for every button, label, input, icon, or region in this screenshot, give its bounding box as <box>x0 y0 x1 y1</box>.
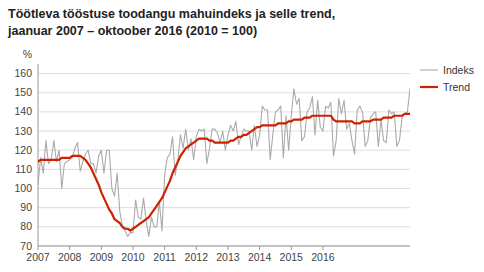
y-tick-label: 130 <box>14 125 32 137</box>
x-tick-label: 2010 <box>121 251 145 263</box>
subtitle: jaanuar 2007 – oktoober 2016 (2010 = 100… <box>7 24 257 38</box>
y-axis-line <box>38 64 39 246</box>
y-tick-label: 120 <box>14 144 32 156</box>
x-tick-label: 2008 <box>58 251 82 263</box>
x-tick-label: 2014 <box>248 251 272 263</box>
y-tick-label: 160 <box>14 67 32 79</box>
grid-line <box>38 188 410 189</box>
x-tick-label: 2011 <box>153 251 176 263</box>
grid-line <box>38 226 410 227</box>
x-tick-label: 2016 <box>311 251 335 263</box>
legend-label: Indeks <box>443 64 474 76</box>
legend: Indeks Trend <box>420 64 474 93</box>
grid-line <box>38 169 410 170</box>
series-line <box>38 114 410 231</box>
grid-line <box>38 92 410 93</box>
x-tick <box>259 246 260 250</box>
legend-swatch <box>420 86 438 88</box>
x-axis-line <box>38 246 410 247</box>
grid-line <box>38 73 410 74</box>
x-tick <box>322 246 323 250</box>
x-tick <box>196 246 197 250</box>
grid <box>38 74 410 246</box>
x-tick-label: 2007 <box>26 251 50 263</box>
y-tick-label: 100 <box>14 182 32 194</box>
grid-line <box>38 111 410 112</box>
plot-area <box>38 89 410 237</box>
x-tick-label: 2012 <box>185 251 209 263</box>
title: Töötleva tööstuse toodangu mahuindeks ja… <box>8 7 335 21</box>
y-axis-label: % <box>23 48 32 60</box>
legend-label: Trend <box>443 81 470 93</box>
x-tick <box>38 246 39 250</box>
y-tick-label: 140 <box>14 105 32 117</box>
x-tick-label: 2009 <box>90 251 114 263</box>
grid-line <box>38 207 410 208</box>
x-tick <box>227 246 228 250</box>
y-tick-label: 90 <box>20 201 32 213</box>
x-tick-label: 2013 <box>216 251 240 263</box>
legend-swatch <box>420 69 438 70</box>
grid-line <box>38 246 410 247</box>
y-tick-label: 150 <box>14 86 32 98</box>
x-tick-label: 2015 <box>280 251 304 263</box>
grid-line <box>38 131 410 132</box>
y-tick-label: 110 <box>15 163 32 175</box>
series-line <box>38 89 410 237</box>
y-tick-label: 80 <box>20 220 32 232</box>
x-tick <box>101 246 102 250</box>
background <box>0 0 484 272</box>
x-tick <box>164 246 165 250</box>
x-tick <box>132 246 133 250</box>
x-tick <box>69 246 70 250</box>
chart: Töötleva tööstuse toodangu mahuindeks ja… <box>0 0 484 272</box>
y-tick-label: 70 <box>20 240 32 252</box>
x-tick <box>291 246 292 250</box>
axes: 70 80 90 100 110 120 130 140 150 160 2007 2008 2009 2… <box>14 64 410 263</box>
